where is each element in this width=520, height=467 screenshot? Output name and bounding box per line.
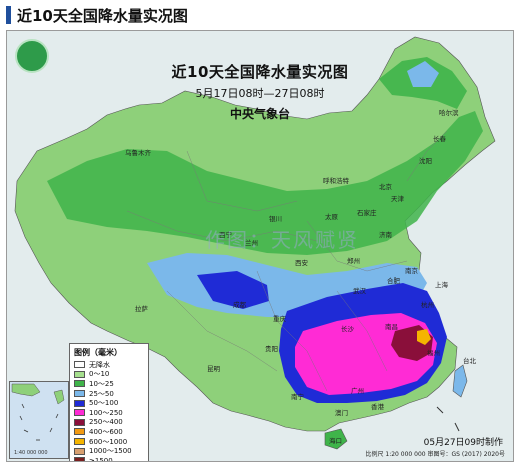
legend-swatch [74, 361, 85, 369]
legend-row: 25～50 [74, 389, 144, 399]
legend-label: 25～50 [89, 389, 114, 398]
inset-scale: 1:40 000 000 [14, 450, 48, 456]
legend-swatch [74, 438, 85, 446]
city-label: 香港 [371, 402, 385, 411]
legend-row: ≥1500 [74, 456, 144, 462]
legend-row: 100～250 [74, 408, 144, 418]
city-label: 澳门 [335, 408, 348, 417]
city-label: 济南 [379, 230, 393, 239]
city-label: 广州 [351, 386, 364, 395]
legend-row: 10～25 [74, 379, 144, 389]
issue-time: 05月27日09时制作 [423, 438, 503, 448]
city-label: 郑州 [347, 257, 360, 265]
city-label: 沈阳 [419, 156, 432, 165]
city-label: 兰州 [245, 238, 258, 247]
header-accent-bar [6, 6, 11, 24]
map-title: 近10天全国降水量实况图 [171, 63, 349, 81]
city-label: 杭州 [421, 300, 434, 309]
city-label: 西安 [295, 258, 309, 267]
legend-swatch [74, 447, 85, 455]
city-label: 海口 [329, 436, 342, 445]
city-label: 天津 [391, 195, 405, 203]
city-label: 南宁 [291, 392, 305, 401]
legend-rows: 无降水 0～10 10～25 25～50 50～100 100～250 250～400 400… [74, 360, 144, 462]
legend-swatch [74, 457, 85, 461]
city-label: 成都 [233, 300, 247, 309]
legend-label: 400～600 [89, 427, 123, 436]
legend-row: 1000～1500 [74, 446, 144, 456]
legend-label: 无降水 [89, 360, 110, 369]
legend-label: 100～250 [89, 408, 123, 417]
city-label: 乌鲁木齐 [125, 148, 152, 157]
city-label: 太原 [325, 212, 339, 221]
legend-swatch [74, 409, 85, 417]
legend-label: 600～1000 [89, 437, 128, 446]
city-label: 武汉 [353, 286, 367, 295]
legend-swatch [74, 390, 85, 398]
city-label: 长春 [433, 134, 447, 143]
legend-label: 50～100 [89, 399, 119, 408]
legend-label: 10～25 [89, 379, 114, 388]
city-label: 重庆 [273, 314, 287, 323]
legend-label: ≥1500 [89, 456, 113, 462]
city-label: 石家庄 [357, 208, 377, 217]
city-label: 南昌 [385, 322, 398, 331]
city-label: 北京 [379, 182, 393, 191]
legend-label: 1000～1500 [89, 447, 132, 456]
south-china-sea-inset: 1:40 000 000 [9, 381, 69, 459]
legend-row: 0～10 [74, 370, 144, 380]
city-label: 银川 [269, 214, 282, 223]
city-label: 西宁 [219, 230, 233, 239]
watermark: 作图：天风赋贤 [205, 228, 359, 252]
cma-logo [15, 39, 49, 73]
scale-note: 比例尺 1:20 000 000 审图号：GS (2017) 2020号 [365, 451, 505, 458]
legend-title: 图例（毫米） [74, 348, 122, 357]
legend-row: 250～400 [74, 418, 144, 428]
city-label: 福州 [427, 348, 440, 357]
legend-row: 无降水 [74, 360, 144, 370]
legend-swatch [74, 418, 85, 426]
legend-swatch [74, 399, 85, 407]
city-label: 南京 [405, 266, 419, 275]
legend-row: 50～100 [74, 398, 144, 408]
city-label: 呼和浩特 [323, 176, 350, 185]
map-period: 5月17日08时—27日08时 [195, 87, 325, 100]
map-agency: 中央气象台 [229, 107, 290, 121]
legend-swatch [74, 380, 85, 388]
legend-label: 250～400 [89, 418, 123, 427]
city-labels: 乌鲁木齐 哈尔滨 长春 沈阳 北京 天津 石家庄 太原 济南 呼和浩特 银川 西… [125, 108, 477, 445]
city-label: 合肥 [387, 276, 401, 285]
legend-swatch [74, 370, 85, 378]
legend-label: 0～10 [89, 370, 110, 379]
legend-swatch [74, 428, 85, 436]
legend-row: 400～600 [74, 427, 144, 437]
city-label: 拉萨 [135, 304, 149, 313]
legend-row: 600～1000 [74, 437, 144, 447]
page-title: 近10天全国降水量实况图 [17, 6, 188, 25]
legend: 图例（毫米） 无降水 0～10 10～25 25～50 50～100 100～250 250… [69, 343, 149, 462]
city-label: 哈尔滨 [439, 108, 459, 117]
page-header: 近10天全国降水量实况图 [0, 0, 520, 30]
city-label: 上海 [435, 280, 449, 289]
inset-map [11, 383, 65, 441]
city-label: 台北 [463, 356, 477, 365]
city-label: 贵阳 [265, 344, 278, 353]
city-label: 长沙 [341, 324, 355, 333]
map-frame: 乌鲁木齐 哈尔滨 长春 沈阳 北京 天津 石家庄 太原 济南 呼和浩特 银川 西… [6, 30, 514, 462]
city-label: 昆明 [207, 365, 221, 373]
map-title-block: 近10天全国降水量实况图 5月17日08时—27日08时 中央气象台 [7, 61, 513, 122]
